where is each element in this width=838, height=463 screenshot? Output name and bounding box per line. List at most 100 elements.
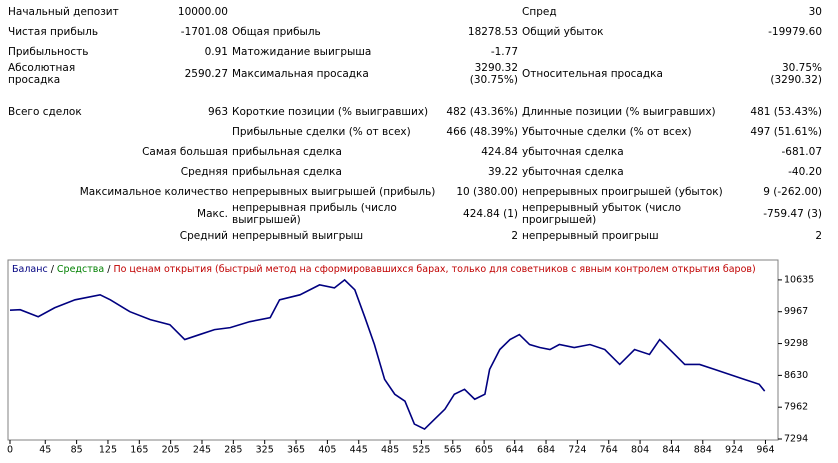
x-tick-label: 285 (224, 445, 242, 456)
report-row: Макс. непрерывная прибыль (число выигрыше… (6, 202, 824, 226)
cell: 10000.00 (177, 6, 228, 18)
cell: -681.07 (781, 146, 822, 158)
x-tick-label: 964 (756, 445, 774, 456)
report-row: Всего сделок 963 Короткие позиции (% выигр… (6, 86, 824, 122)
cell: -40.20 (788, 166, 822, 178)
x-tick-label: 764 (600, 445, 618, 456)
cell: Длинные позиции (% выигравших) (522, 106, 716, 118)
cell: Прибыльные сделки (% от всех) (232, 126, 411, 138)
x-tick-label: 45 (39, 445, 51, 456)
report-row: Самая большая прибыльная сделка 424.84 убыт… (6, 142, 824, 162)
cell: непрерывный проигрыш (522, 230, 659, 242)
y-tick-label: 8630 (784, 370, 808, 381)
cell: 963 (207, 106, 228, 118)
cell: убыточная сделка (522, 146, 624, 158)
cell: убыточная сделка (522, 166, 624, 178)
cell: -1701.08 (180, 26, 228, 38)
cell: 497 (51.61%) (750, 126, 822, 138)
cell: Начальный депозит (8, 6, 119, 18)
cell: 482 (43.36%) (446, 106, 518, 118)
cell: 2 (815, 230, 822, 242)
x-tick-label: 684 (537, 445, 555, 456)
balance-chart: 7294 7962 8630 9298 9967 10635 0 45 85 125 165 205 2… (7, 259, 814, 456)
cell: 2 (511, 230, 518, 242)
cell: Чистая прибыль (8, 26, 99, 38)
cell: 481 (53.43%) (750, 106, 822, 118)
cell: Максимальное количество (79, 186, 228, 198)
report-row: Средняя прибыльная сделка 39.22 убыточная с… (6, 162, 824, 182)
x-tick-label: 605 (475, 445, 493, 456)
y-tick-label: 9967 (784, 306, 808, 317)
cell: 424.84 (1) (463, 208, 518, 220)
legend-entry: / (104, 264, 113, 275)
cell: Спред (522, 6, 557, 18)
y-tick-label: 9298 (784, 338, 808, 349)
x-tick-label: 804 (631, 445, 649, 456)
cell: 30.75% (3290.32) (770, 62, 822, 86)
x-tick-label: 245 (193, 445, 211, 456)
report-table: Начальный депозит 10000.00 Спред 30 Чистая п… (6, 2, 824, 246)
empty-cell (520, 42, 734, 62)
empty-cell (6, 122, 132, 142)
report-row: Прибыльные сделки (% от всех) 466 (48.39%… (6, 122, 824, 142)
cell: непрерывный выигрыш (232, 230, 364, 242)
cell: Относительная просадка (522, 68, 663, 80)
cell: Всего сделок (8, 106, 82, 118)
x-tick-label: 85 (71, 445, 83, 456)
report-row: Чистая прибыль -1701.08 Общая прибыль 18278… (6, 22, 824, 42)
x-tick-label: 0 (7, 445, 13, 456)
legend-entry: По ценам открытия (быстрый метод на сфор… (113, 264, 755, 275)
cell: Убыточные сделки (% от всех) (522, 126, 692, 138)
cell: 30 (808, 6, 822, 18)
empty-cell (734, 42, 824, 62)
x-tick-label: 325 (256, 445, 274, 456)
legend-entry: / (48, 264, 57, 275)
cell: непрерывная прибыль (число выигрышей) (232, 202, 397, 226)
cell: 466 (48.39%) (446, 126, 518, 138)
report-row: Начальный депозит 10000.00 Спред 30 (6, 2, 824, 22)
x-tick-label: 924 (725, 445, 743, 456)
x-tick-label: 844 (662, 445, 680, 456)
cell: непрерывных выигрышей (прибыль) (232, 186, 436, 198)
x-tick-label: 365 (287, 445, 305, 456)
report-row: Максимальное количество непрерывных выигр… (6, 182, 824, 202)
cell: 10 (380.00) (456, 186, 518, 198)
report-row: Средний непрерывный выигрыш 2 непрерывный п… (6, 226, 824, 246)
x-tick-label: 405 (318, 445, 336, 456)
cell: 2590.27 (184, 68, 228, 80)
cell: 9 (-262.00) (763, 186, 822, 198)
legend: Баланс / Средства / По ценам открытия (б… (12, 264, 756, 275)
cell: 0.91 (204, 46, 228, 58)
legend-entry: Средства (57, 264, 104, 275)
cell: -759.47 (3) (763, 208, 822, 220)
empty-cell (230, 2, 442, 22)
cell: 424.84 (481, 146, 518, 158)
cell: Средний (179, 230, 228, 242)
plot-frame (7, 259, 779, 441)
cell: 39.22 (487, 166, 518, 178)
cell: Самая большая (142, 146, 228, 158)
y-tick-label: 10635 (784, 274, 814, 285)
x-tick-label: 205 (162, 445, 180, 456)
y-tick-label: 7962 (784, 402, 808, 413)
report-row: Абсолютная просадка 2590.27 Максимальная п… (6, 62, 824, 86)
x-tick-label: 125 (99, 445, 117, 456)
cell: Короткие позиции (% выигравших) (232, 106, 429, 118)
cell: 18278.53 (467, 26, 518, 38)
x-tick-label: 884 (694, 445, 712, 456)
balance-line (9, 278, 766, 431)
cell: Макс. (197, 208, 228, 220)
cell: -19979.60 (768, 26, 822, 38)
legend-entry: Баланс (12, 264, 48, 275)
x-tick-label: 445 (350, 445, 368, 456)
cell: Максимальная просадка (232, 68, 369, 80)
cell: непрерывных проигрышей (убыток) (522, 186, 723, 198)
empty-cell (132, 122, 230, 142)
x-tick-label: 165 (130, 445, 148, 456)
cell: 3290.32 (30.75%) (469, 62, 518, 86)
x-tick-label: 644 (506, 445, 524, 456)
empty-cell (442, 2, 520, 22)
cell: Общий убыток (522, 26, 604, 38)
cell: -1.77 (490, 46, 518, 58)
